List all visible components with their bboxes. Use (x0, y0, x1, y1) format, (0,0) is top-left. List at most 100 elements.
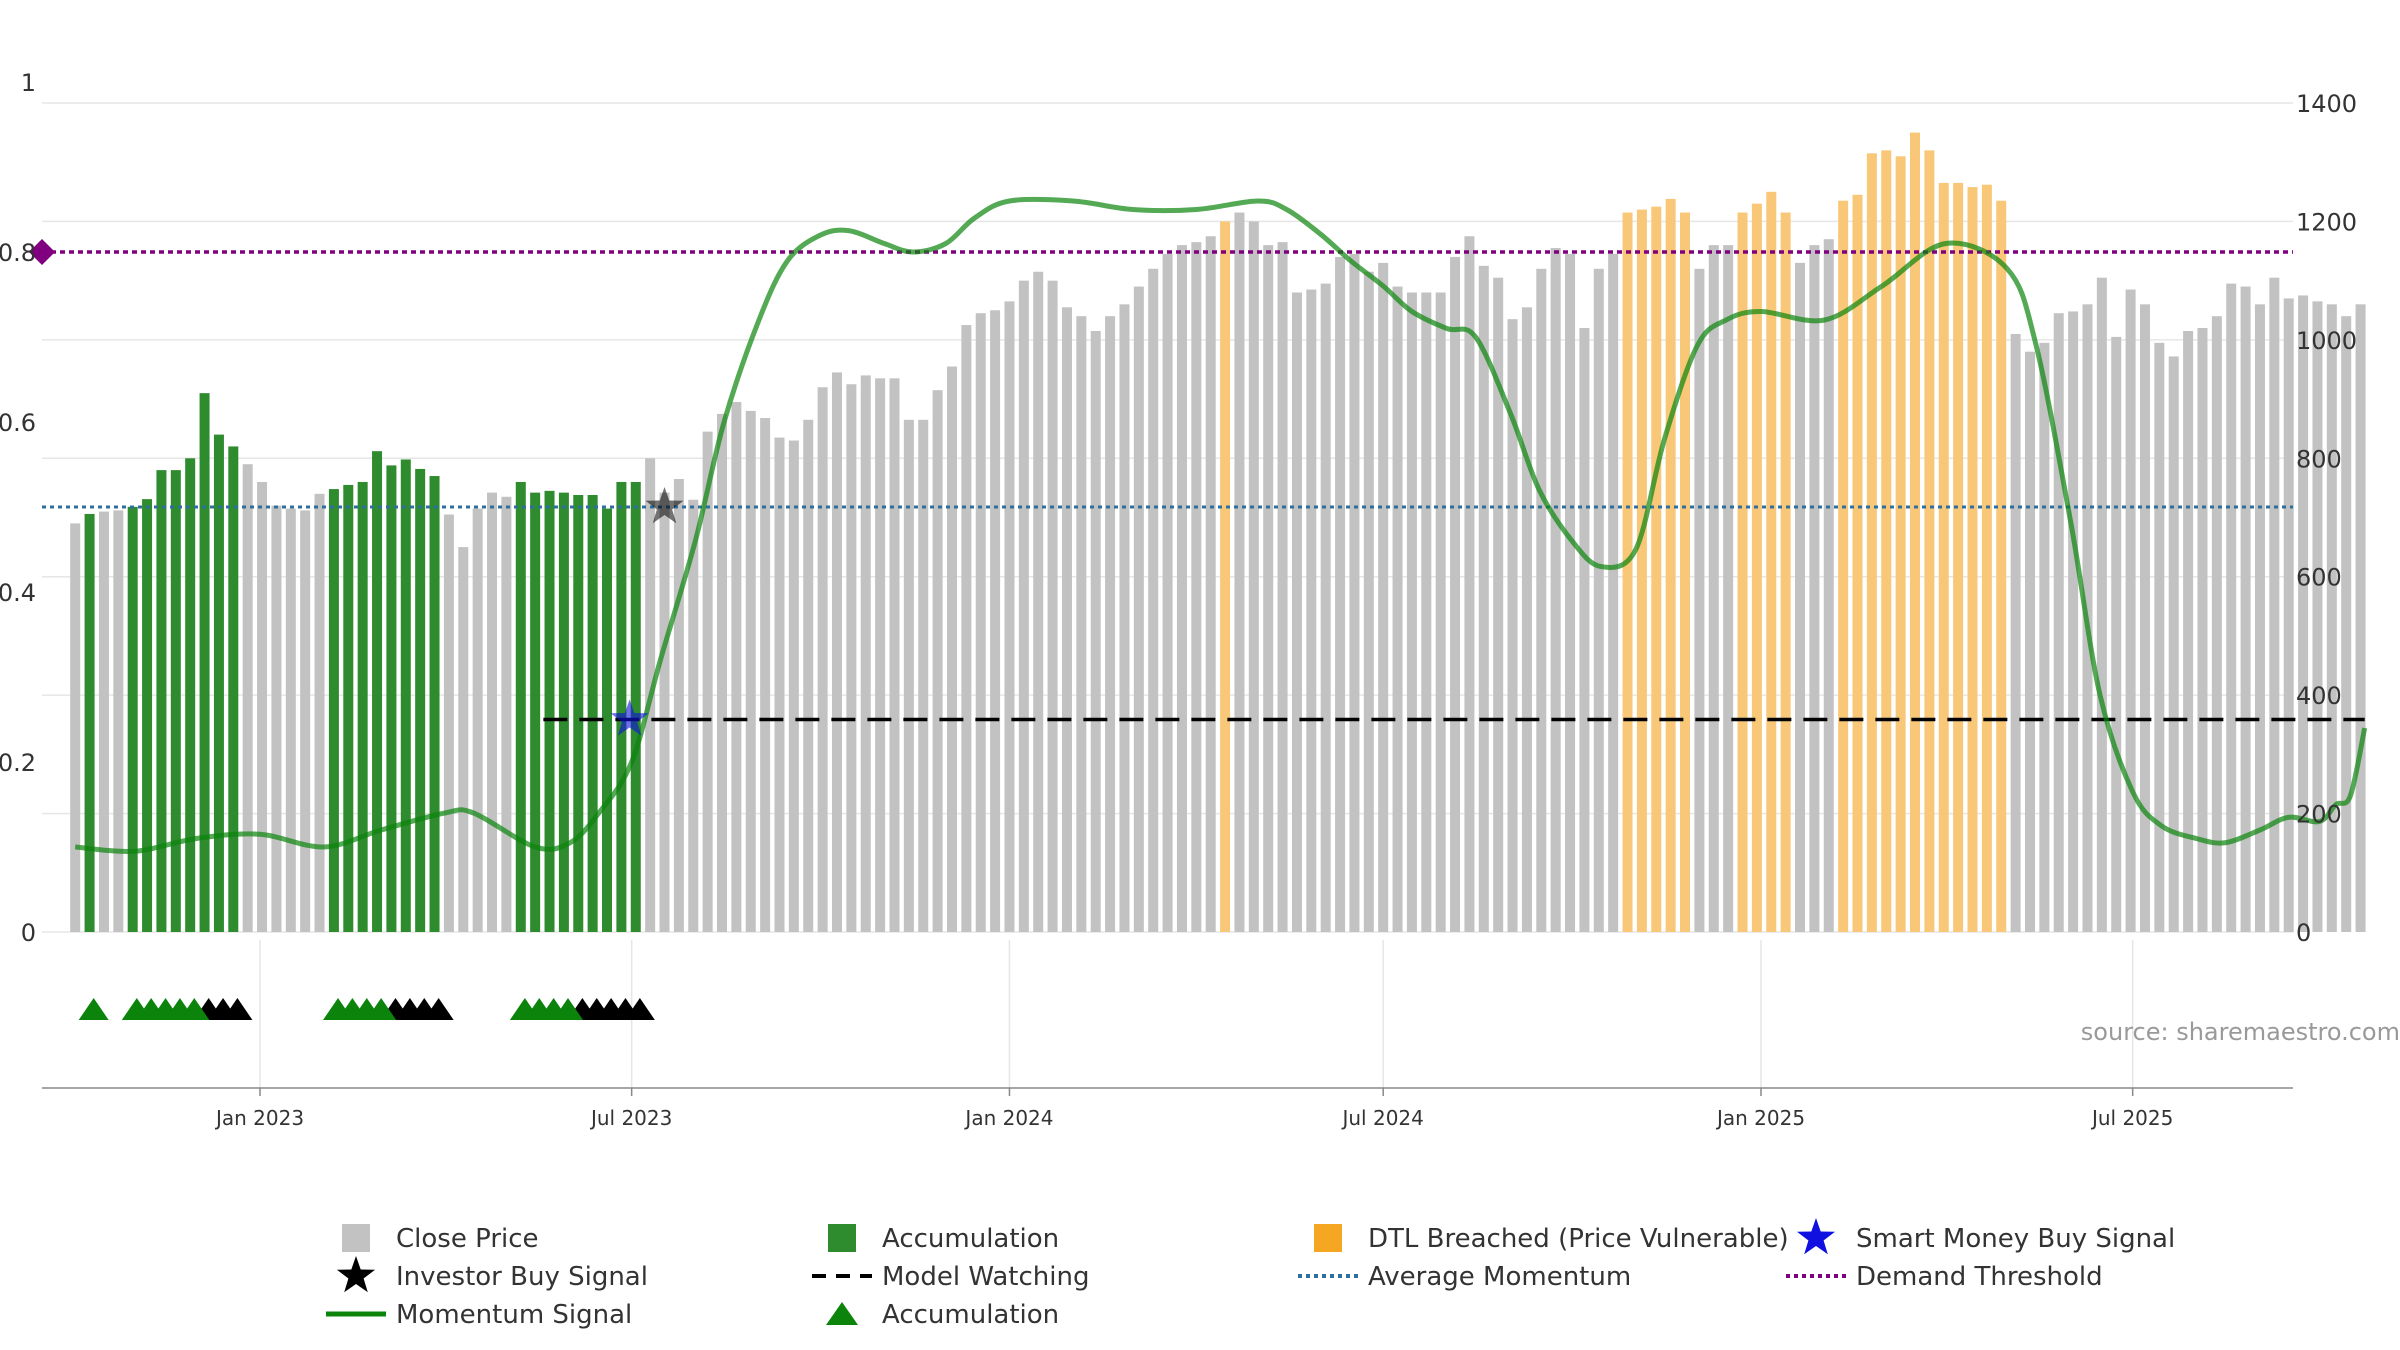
x-axis-tick-label: Jan 2023 (214, 1106, 304, 1130)
accumulation-bar (573, 494, 584, 932)
accumulation-bar (142, 499, 153, 932)
close-price-bar (2154, 342, 2165, 932)
close-price-bar (1090, 330, 1101, 933)
close-price-bar (1593, 268, 1604, 932)
dtl-breached-bar (1665, 198, 1676, 933)
dtl-breached-bar (1737, 212, 1748, 932)
accumulation-bar (213, 434, 224, 932)
left-axis-tick-label: 0.4 (0, 579, 36, 607)
close-price-bar (1277, 242, 1288, 932)
close-price-bar (2024, 351, 2035, 932)
close-price-bar (1406, 292, 1417, 932)
investor-buy-signal (645, 487, 684, 524)
accumulation-bar (415, 468, 426, 932)
close-price-bar (1608, 253, 1619, 932)
close-price-bar (1450, 256, 1461, 932)
close-price-bar (673, 479, 684, 932)
accumulation-marker-green (78, 998, 109, 1020)
close-price-bar (2039, 342, 2050, 932)
right-axis-tick-label: 1000 (2296, 327, 2357, 355)
close-price-bar (2139, 304, 2150, 932)
close-price-bar (1363, 271, 1374, 932)
legend-star-icon (1797, 1218, 1835, 1255)
close-price-bar (1076, 316, 1087, 933)
accumulation-bar (400, 459, 411, 932)
legend-swatch-accumulation (828, 1224, 856, 1252)
close-price-bar (860, 375, 871, 932)
close-price-bar (1723, 245, 1734, 933)
close-price-bar (774, 437, 785, 932)
x-axis-tick-label: Jul 2025 (2090, 1106, 2173, 1130)
dtl-breached-bar (1938, 182, 1949, 933)
close-price-bar (961, 325, 972, 932)
right-axis-tick-label: 0 (2296, 919, 2311, 947)
accumulation-marker-green (366, 998, 397, 1020)
dtl-breached-bar (1220, 221, 1231, 932)
close-price-bar (1105, 316, 1116, 933)
close-price-bar (1191, 242, 1202, 932)
close-price-bar (2168, 356, 2179, 932)
close-price-bar (2312, 301, 2323, 932)
dtl-breached-bar (1953, 182, 1964, 933)
accumulation-marker-black (222, 998, 253, 1020)
close-price-bar (2298, 295, 2309, 933)
legend-label: Demand Threshold (1856, 1262, 2103, 1292)
close-price-bar (70, 523, 81, 932)
close-price-bar (1119, 304, 1130, 932)
close-price-bar (257, 481, 268, 932)
close-price-bar (846, 384, 857, 933)
axes: 0 0.2 0.4 0.6 0.8 1 0 200 400 600 800 1000 1200 1400 J… (0, 69, 2357, 1130)
close-price-bar (1507, 319, 1518, 932)
close-price-bar (688, 499, 699, 932)
close-price-bar (1234, 212, 1245, 932)
legend-item: Average Momentum (1298, 1262, 1631, 1292)
legend-swatch-close-price (342, 1224, 370, 1252)
dtl-breached-bar (1780, 212, 1791, 932)
close-price-bar (2283, 298, 2294, 933)
momentum-signal-line (74, 196, 2368, 855)
close-price-bar (1464, 236, 1475, 932)
close-price-bar (271, 505, 282, 932)
dtl-breached-bar (1967, 187, 1978, 932)
close-price-bar (760, 418, 771, 932)
legend-label: Investor Buy Signal (396, 1262, 648, 1292)
close-price-bar (472, 508, 483, 932)
close-price-bar (1708, 245, 1719, 933)
close-price-bar (1263, 245, 1274, 933)
close-price-bar (1493, 277, 1504, 932)
accumulation-bar (185, 458, 196, 932)
close-price-bar (1205, 236, 1216, 932)
close-price-bar (2068, 311, 2079, 932)
accumulation-bar (156, 470, 167, 932)
close-price-bar (2197, 328, 2208, 932)
dtl-breached-bar (1622, 212, 1633, 932)
accumulation-bar (328, 489, 339, 932)
close-price-bar (1392, 286, 1403, 932)
close-price-bar (1421, 292, 1432, 932)
close-price-bar (1536, 268, 1547, 932)
close-price-bar (443, 514, 454, 932)
close-price-bar (990, 310, 1001, 932)
close-price-bar (1349, 253, 1360, 932)
close-price-bar (2326, 304, 2337, 932)
source-text: source: sharemaestro.com (2081, 1018, 2400, 1046)
close-price-bar (2111, 336, 2122, 932)
legend-star-icon (337, 1256, 375, 1293)
demand-threshold-marker (29, 239, 55, 265)
close-price-bar (831, 372, 842, 932)
legend-label: Close Price (396, 1224, 539, 1254)
close-price-bar (1579, 328, 1590, 932)
legend-swatch-dtl-breached (1314, 1224, 1342, 1252)
accumulation-bar (544, 490, 555, 932)
close-price-bar (458, 547, 469, 932)
accumulation-marker-black (624, 998, 655, 1020)
accumulation-bar (616, 481, 627, 932)
close-price-bar (1291, 292, 1302, 932)
x-axis-tick-label: Jan 2024 (963, 1106, 1053, 1130)
close-price-bar (702, 431, 713, 932)
close-price-bar (2269, 277, 2280, 932)
legend-label: Average Momentum (1368, 1262, 1631, 1292)
close-price-bars (70, 132, 2366, 933)
dtl-breached-bar (1866, 153, 1877, 932)
momentum-signal (74, 196, 2368, 855)
